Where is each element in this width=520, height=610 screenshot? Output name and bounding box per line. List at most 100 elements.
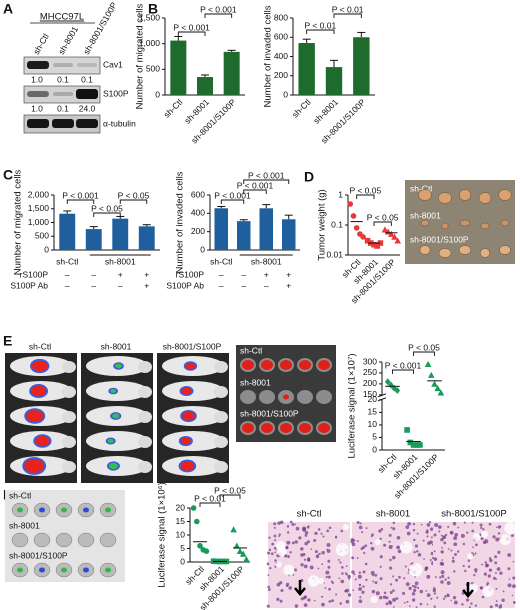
y-tick-label: 10: [368, 419, 378, 429]
cell: [277, 521, 281, 525]
cell: [354, 578, 357, 581]
cell: [429, 559, 432, 562]
cell: [454, 532, 459, 537]
cell: [450, 599, 453, 602]
cell: [507, 583, 512, 588]
cell: [285, 554, 288, 557]
cell: [357, 574, 362, 579]
cell: [356, 557, 359, 559]
alveolus: [480, 530, 489, 538]
cell: [510, 533, 514, 537]
cell: [495, 603, 499, 607]
y-tick-label: 0: [180, 556, 185, 566]
cell: [294, 540, 298, 544]
cell: [276, 582, 281, 587]
cell: [267, 585, 271, 589]
y-axis-label: Tumor weight (g): [317, 189, 328, 260]
signal: [83, 567, 89, 573]
x-tick-label: sh-8001: [251, 256, 282, 266]
cell: [324, 586, 327, 589]
mouse-head: [138, 386, 152, 398]
cell: [480, 537, 484, 541]
cell: [446, 594, 450, 598]
cell: [267, 574, 270, 577]
annotation: P < 0.001: [214, 190, 251, 200]
cell: [266, 604, 270, 608]
cell: [371, 589, 376, 594]
tumor: [438, 192, 452, 204]
cell: [487, 574, 491, 578]
band: [77, 63, 97, 67]
tumor: [499, 245, 511, 255]
photo-label: sh-8001/S100P: [441, 509, 507, 520]
condition-value: +: [286, 280, 291, 290]
y-tick-label: 200: [363, 378, 377, 388]
cell: [345, 588, 350, 593]
condition-value: +: [144, 280, 149, 290]
photo-label: sh-8001: [376, 509, 410, 520]
quant: 0.1: [57, 74, 69, 84]
cell: [276, 597, 280, 601]
band: [53, 92, 73, 96]
cell: [467, 559, 471, 562]
bar: [353, 37, 370, 95]
tumor: [441, 222, 449, 230]
condition-name: S100P Ab: [166, 280, 204, 290]
mouse-head: [214, 436, 228, 448]
cell: [420, 523, 423, 526]
bar: [85, 229, 102, 250]
cell: [424, 566, 429, 570]
histology: [352, 522, 434, 608]
photo-label: sh-8001/S100P: [9, 550, 68, 560]
cell: [389, 583, 393, 586]
cell: [309, 565, 314, 570]
cell: [480, 526, 483, 529]
alveolus: [370, 595, 378, 604]
cell: [267, 551, 271, 555]
cell: [453, 600, 458, 605]
cell: [442, 597, 446, 600]
cell: [380, 527, 384, 531]
mouse-head: [62, 361, 76, 373]
cell: [379, 596, 383, 600]
signal: [112, 413, 120, 419]
cell: [292, 574, 295, 576]
alveolus: [276, 546, 287, 557]
alveolus: [409, 562, 423, 577]
cell: [416, 550, 419, 553]
cell: [488, 522, 492, 526]
cell: [294, 604, 299, 608]
cell: [318, 552, 321, 556]
point: [371, 241, 377, 248]
point: [360, 234, 366, 240]
quant: 1.0: [31, 103, 43, 113]
cell: [433, 550, 436, 553]
condition-value: +: [286, 269, 291, 279]
signal: [180, 461, 195, 471]
point: [203, 548, 210, 554]
cell: [472, 546, 474, 549]
arrow: [462, 582, 474, 598]
signal: [115, 363, 122, 369]
signal: [35, 435, 50, 447]
cell: [492, 576, 496, 580]
cell: [392, 606, 395, 608]
cell: [497, 525, 502, 529]
band: [27, 61, 49, 69]
cell: [274, 539, 277, 542]
signal: [242, 360, 254, 370]
cell: [432, 556, 435, 560]
point: [236, 547, 244, 554]
cell: [286, 531, 290, 534]
cell: [317, 567, 320, 570]
cell: [382, 595, 387, 599]
cell: [417, 553, 422, 557]
y-tick-label: 1,500: [28, 203, 50, 213]
cell: [452, 556, 455, 560]
cell: [405, 582, 410, 587]
cell: [378, 529, 382, 533]
bracket: [356, 194, 375, 199]
bracket: [243, 189, 267, 194]
condition-value: –: [241, 269, 246, 279]
cell: [322, 535, 325, 538]
